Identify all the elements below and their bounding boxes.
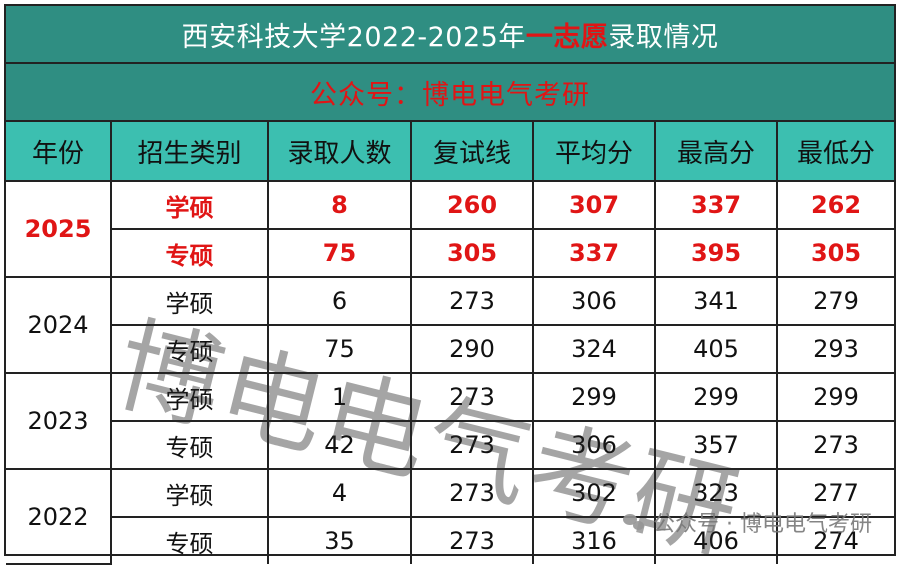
header-admitted: 录取人数 — [267, 122, 412, 182]
max-cell: 299 — [654, 372, 778, 422]
header-average: 平均分 — [532, 122, 656, 182]
table-row: 专硕 75 305 337 395 305 — [6, 228, 894, 278]
min-cell: 293 — [776, 324, 894, 374]
admission-table-sheet: 西安科技大学2022-2025年 一志愿 录取情况 公众号：博电电气考研 年份 招生… — [4, 4, 896, 565]
retest-line-cell: 290 — [410, 324, 534, 374]
category-cell: 专硕 — [111, 420, 269, 470]
table-header-row: 年份 招生类别 录取人数 复试线 平均分 最高分 最低分 — [6, 122, 894, 182]
retest-line-cell: 273 — [410, 468, 534, 518]
average-cell: 306 — [532, 276, 656, 326]
max-cell: 406 — [654, 516, 778, 564]
max-cell: 395 — [654, 228, 778, 278]
max-cell: 357 — [654, 420, 778, 470]
admitted-cell: 4 — [267, 468, 412, 518]
max-cell: 405 — [654, 324, 778, 374]
header-retest-line: 复试线 — [410, 122, 534, 182]
min-cell: 262 — [776, 180, 894, 230]
retest-line-cell: 273 — [410, 372, 534, 422]
average-cell: 299 — [532, 372, 656, 422]
admitted-cell: 75 — [267, 324, 412, 374]
retest-line-cell: 273 — [410, 516, 534, 564]
category-cell: 专硕 — [111, 324, 269, 374]
table-row: 专硕 42 273 306 357 273 — [6, 420, 894, 470]
admitted-cell: 8 — [267, 180, 412, 230]
year-cell: 2024 — [6, 276, 112, 374]
title-highlight: 一志愿 — [525, 21, 609, 53]
table-subtitle: 公众号：博电电气考研 — [6, 64, 894, 122]
table-row: 2023 学硕 1 273 299 299 299 — [6, 372, 894, 470]
admitted-cell: 6 — [267, 276, 412, 326]
average-cell: 307 — [532, 180, 656, 230]
average-cell: 324 — [532, 324, 656, 374]
average-cell: 337 — [532, 228, 656, 278]
header-category: 招生类别 — [110, 122, 269, 182]
category-cell: 学硕 — [110, 468, 269, 518]
retest-line-cell: 273 — [410, 420, 534, 470]
category-cell: 专硕 — [111, 228, 269, 278]
admission-data-table: 年份 招生类别 录取人数 复试线 平均分 最高分 最低分 2025 学硕 8 2… — [6, 122, 894, 565]
max-cell: 323 — [654, 468, 778, 518]
category-cell: 专硕 — [111, 516, 269, 564]
category-cell: 学硕 — [110, 180, 269, 230]
header-min: 最低分 — [776, 122, 894, 182]
table-row: 2024 学硕 6 273 306 341 279 — [6, 276, 894, 374]
admitted-cell: 35 — [267, 516, 412, 564]
table-row: 专硕 75 290 324 405 293 — [6, 324, 894, 374]
min-cell: 274 — [776, 516, 894, 564]
category-cell: 学硕 — [110, 276, 269, 326]
admitted-cell: 75 — [267, 228, 412, 278]
admitted-cell: 42 — [267, 420, 412, 470]
retest-line-cell: 305 — [410, 228, 534, 278]
year-cell: 2022 — [6, 468, 112, 565]
title-suffix: 录取情况 — [608, 21, 719, 53]
average-cell: 316 — [532, 516, 656, 564]
average-cell: 302 — [532, 468, 656, 518]
retest-line-cell: 273 — [410, 276, 534, 326]
header-max: 最高分 — [654, 122, 778, 182]
admitted-cell: 1 — [267, 372, 412, 422]
average-cell: 306 — [532, 420, 656, 470]
min-cell: 273 — [776, 420, 894, 470]
retest-line-cell: 260 — [410, 180, 534, 230]
min-cell: 277 — [776, 468, 894, 518]
year-cell: 2023 — [6, 372, 112, 470]
header-year: 年份 — [6, 122, 112, 182]
category-cell: 学硕 — [110, 372, 269, 422]
table-row: 2025 学硕 8 260 307 337 262 — [6, 180, 894, 278]
max-cell: 337 — [654, 180, 778, 230]
table-row: 专硕 35 273 316 406 274 — [6, 516, 894, 564]
min-cell: 299 — [776, 372, 894, 422]
max-cell: 341 — [654, 276, 778, 326]
title-prefix: 西安科技大学2022-2025年 — [181, 21, 526, 53]
year-cell: 2025 — [6, 180, 112, 278]
table-title: 西安科技大学2022-2025年 一志愿 录取情况 — [6, 6, 894, 64]
min-cell: 279 — [776, 276, 894, 326]
min-cell: 305 — [776, 228, 894, 278]
table-row: 2022 学硕 4 273 302 323 277 — [6, 468, 894, 565]
